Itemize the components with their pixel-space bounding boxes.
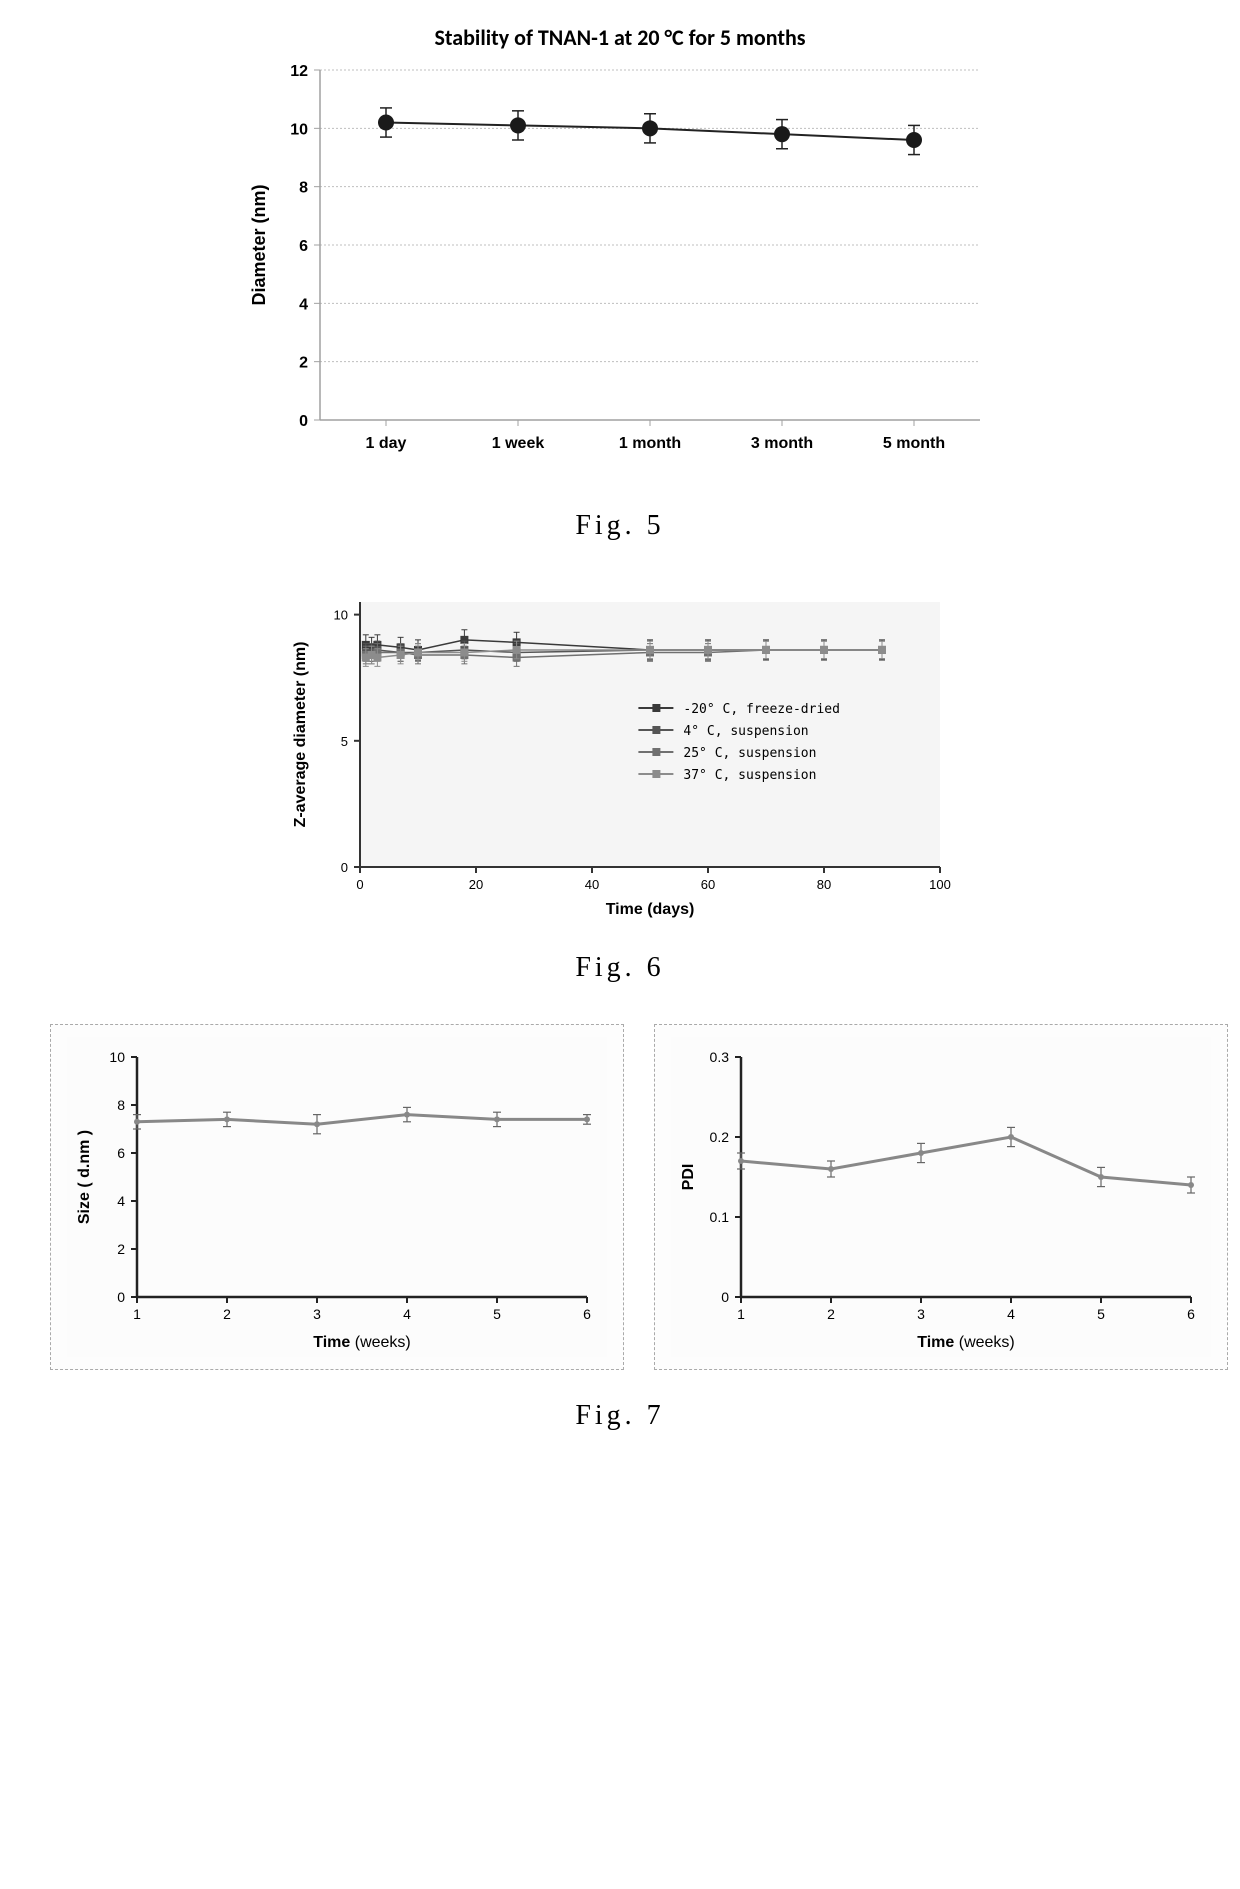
svg-text:8: 8 bbox=[117, 1097, 125, 1113]
fig6-chart: 0510020406080100Time (days)Z-average dia… bbox=[280, 582, 960, 922]
svg-text:1 day: 1 day bbox=[366, 435, 407, 452]
svg-text:10: 10 bbox=[109, 1049, 125, 1065]
svg-text:37° C, suspension: 37° C, suspension bbox=[683, 768, 816, 783]
svg-text:4: 4 bbox=[1007, 1306, 1015, 1322]
svg-text:100: 100 bbox=[929, 877, 951, 892]
svg-text:2: 2 bbox=[223, 1306, 231, 1322]
svg-text:3: 3 bbox=[313, 1306, 321, 1322]
svg-text:20: 20 bbox=[469, 877, 483, 892]
fig5-chart: Stability of TNAN-1 at 20 °C for 5 month… bbox=[230, 20, 1010, 480]
svg-text:Size ( d.nm ): Size ( d.nm ) bbox=[76, 1130, 93, 1224]
svg-text:5: 5 bbox=[493, 1306, 501, 1322]
svg-text:3: 3 bbox=[917, 1306, 925, 1322]
svg-text:Diameter (nm): Diameter (nm) bbox=[249, 184, 269, 305]
svg-text:0: 0 bbox=[341, 860, 348, 875]
svg-text:40: 40 bbox=[585, 877, 599, 892]
svg-text:Time (weeks): Time (weeks) bbox=[313, 1334, 411, 1351]
svg-text:1 week: 1 week bbox=[492, 435, 545, 452]
fig7-label: Fig. 7 bbox=[20, 1400, 1220, 1432]
svg-text:6: 6 bbox=[117, 1145, 125, 1161]
svg-text:-20° C, freeze-dried: -20° C, freeze-dried bbox=[683, 702, 840, 717]
svg-text:4: 4 bbox=[299, 296, 308, 313]
svg-text:5: 5 bbox=[1097, 1306, 1105, 1322]
fig7a-chart: 0246810123456Time (weeks)Size ( d.nm ) bbox=[67, 1037, 607, 1357]
svg-text:6: 6 bbox=[583, 1306, 591, 1322]
svg-text:12: 12 bbox=[290, 63, 308, 80]
svg-text:5 month: 5 month bbox=[883, 435, 945, 452]
svg-text:2: 2 bbox=[299, 355, 308, 372]
svg-text:Time (weeks): Time (weeks) bbox=[917, 1334, 1015, 1351]
svg-text:0: 0 bbox=[356, 877, 363, 892]
svg-text:60: 60 bbox=[701, 877, 715, 892]
fig6-label: Fig. 6 bbox=[20, 952, 1220, 984]
svg-text:0: 0 bbox=[721, 1289, 729, 1305]
svg-text:1: 1 bbox=[133, 1306, 141, 1322]
svg-text:3 month: 3 month bbox=[751, 435, 813, 452]
svg-text:PDI: PDI bbox=[680, 1164, 697, 1191]
fig7b-panel: 0 0.1 0.2 0.3 1 2 3 4 5 6 Time (weeks) PDI bbox=[654, 1024, 1228, 1370]
svg-text:2: 2 bbox=[827, 1306, 835, 1322]
svg-text:8: 8 bbox=[299, 180, 308, 197]
svg-text:Time (days): Time (days) bbox=[606, 901, 695, 918]
svg-text:10: 10 bbox=[290, 121, 308, 138]
svg-text:2: 2 bbox=[117, 1241, 125, 1257]
svg-text:0: 0 bbox=[117, 1289, 125, 1305]
svg-text:4: 4 bbox=[403, 1306, 411, 1322]
svg-text:4: 4 bbox=[117, 1193, 125, 1209]
svg-text:10: 10 bbox=[334, 608, 348, 623]
svg-text:1 month: 1 month bbox=[619, 435, 681, 452]
svg-text:0.1: 0.1 bbox=[710, 1209, 730, 1225]
svg-text:1: 1 bbox=[737, 1306, 745, 1322]
fig7a-panel: 0246810123456Time (weeks)Size ( d.nm ) bbox=[50, 1024, 624, 1370]
svg-text:Stability of TNAN-1 at 20 °C f: Stability of TNAN-1 at 20 °C for 5 month… bbox=[434, 24, 805, 51]
svg-text:4° C, suspension: 4° C, suspension bbox=[683, 724, 808, 739]
fig5-label: Fig. 5 bbox=[20, 510, 1220, 542]
svg-text:25° C, suspension: 25° C, suspension bbox=[683, 746, 816, 761]
svg-text:6: 6 bbox=[299, 238, 308, 255]
svg-text:Z-average diameter (nm): Z-average diameter (nm) bbox=[292, 642, 309, 828]
svg-text:0.3: 0.3 bbox=[710, 1049, 730, 1065]
svg-text:6: 6 bbox=[1187, 1306, 1195, 1322]
fig7b-chart: 0 0.1 0.2 0.3 1 2 3 4 5 6 Time (weeks) PDI bbox=[671, 1037, 1211, 1357]
svg-text:5: 5 bbox=[341, 734, 348, 749]
svg-text:0: 0 bbox=[299, 413, 308, 430]
svg-text:0.2: 0.2 bbox=[710, 1129, 730, 1145]
svg-text:80: 80 bbox=[817, 877, 831, 892]
